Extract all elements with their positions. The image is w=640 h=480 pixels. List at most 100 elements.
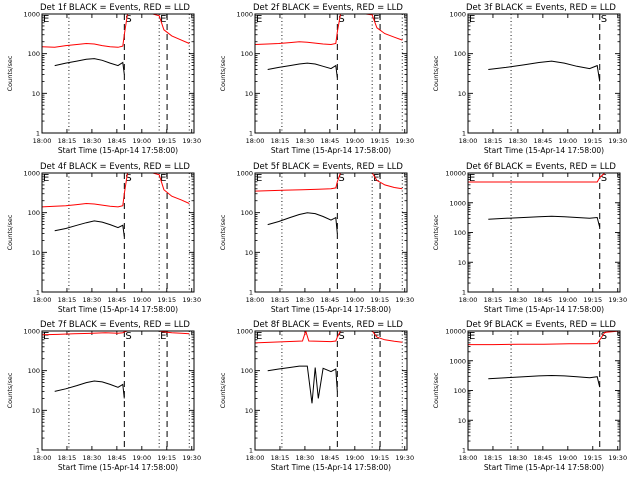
x-tick-label: 18:30	[509, 454, 528, 462]
y-tick-label: 1000	[449, 199, 466, 207]
y-tick-label: 1000	[449, 357, 466, 365]
chart-panel: Det 3f BLACK = Events, RED = LLD Counts/s…	[432, 3, 627, 155]
x-tick-label: 19:15	[583, 454, 602, 462]
y-tick-label: 10	[245, 407, 253, 415]
plot-frame	[467, 172, 621, 293]
x-tick-label: 18:45	[533, 454, 552, 462]
x-tick-label: 18:00	[33, 137, 52, 145]
x-axis-label: Start Time (15-Apr-14 17:58:00)	[58, 463, 178, 472]
x-tick-label: 19:00	[345, 454, 364, 462]
y-tick-label: 1	[36, 130, 40, 138]
event-marker-label: S	[125, 173, 131, 184]
events-series-line	[54, 220, 125, 237]
plot-frame	[467, 13, 621, 134]
event-marker-label: E	[373, 173, 379, 184]
event-marker-label: E	[469, 331, 475, 342]
x-tick-label: 18:30	[83, 296, 102, 304]
y-tick-label: 1	[36, 447, 40, 455]
event-marker-label: E	[373, 14, 379, 25]
y-tick-label: 10	[32, 249, 40, 257]
x-tick-label: 18:45	[533, 137, 552, 145]
lld-series-line	[42, 173, 190, 208]
chart-panel: Det 2f BLACK = Events, RED = LLD Counts/s…	[219, 3, 414, 155]
x-tick-label: 19:30	[182, 137, 201, 145]
x-tick-label: 18:00	[246, 137, 265, 145]
x-tick-label: 19:30	[395, 454, 414, 462]
y-tick-label: 10000	[445, 170, 466, 178]
event-marker-label: E	[256, 173, 262, 184]
x-tick-label: 18:00	[459, 454, 478, 462]
x-tick-label: 19:00	[132, 296, 151, 304]
chart-panel: Det 5f BLACK = Events, RED = LLD Counts/s…	[219, 162, 414, 314]
y-tick-label: 1	[36, 289, 40, 297]
x-tick-label: 18:15	[58, 296, 77, 304]
x-tick-label: 18:15	[484, 296, 503, 304]
lld-series-line	[255, 331, 403, 344]
y-tick-label: 100	[454, 229, 466, 237]
y-tick-label: 1	[462, 130, 466, 138]
chart-title: Det 3f BLACK = Events, RED = LLD	[466, 3, 616, 13]
x-tick-label: 18:45	[107, 137, 126, 145]
x-tick-label: 18:15	[58, 454, 77, 462]
y-tick-label: 10	[458, 90, 466, 98]
x-tick-label: 18:00	[33, 454, 52, 462]
y-tick-label: 1	[249, 130, 253, 138]
x-tick-label: 19:00	[345, 137, 364, 145]
y-tick-label: 10	[32, 90, 40, 98]
x-tick-label: 18:45	[320, 137, 339, 145]
x-tick-label: 19:00	[132, 137, 151, 145]
event-marker-label: E	[43, 14, 49, 25]
event-marker-label: E	[160, 331, 166, 342]
chart-panel: Det 7f BLACK = Events, RED = LLD Counts/s…	[6, 320, 201, 472]
chart-panel: Det 6f BLACK = Events, RED = LLD Counts/s…	[432, 162, 627, 314]
x-tick-label: 18:30	[296, 454, 315, 462]
plot-frame	[254, 330, 408, 451]
x-axis-label: Start Time (15-Apr-14 17:58:00)	[58, 146, 178, 155]
y-tick-label: 1000	[236, 11, 253, 19]
x-axis-label: Start Time (15-Apr-14 17:58:00)	[271, 463, 391, 472]
y-tick-label: 100	[28, 50, 40, 58]
chart-panel: Det 4f BLACK = Events, RED = LLD Counts/s…	[6, 162, 201, 314]
chart-title: Det 7f BLACK = Events, RED = LLD	[40, 320, 190, 330]
x-tick-label: 19:30	[182, 454, 201, 462]
chart-title: Det 5f BLACK = Events, RED = LLD	[253, 162, 403, 172]
x-tick-label: 18:00	[246, 296, 265, 304]
x-axis-label: Start Time (15-Apr-14 17:58:00)	[271, 146, 391, 155]
x-tick-label: 18:15	[484, 137, 503, 145]
x-tick-label: 18:00	[33, 296, 52, 304]
events-series-line	[267, 62, 338, 78]
y-tick-label: 1000	[236, 170, 253, 178]
y-tick-label: 1000	[236, 328, 253, 336]
x-tick-label: 18:30	[296, 137, 315, 145]
lld-series-line	[468, 331, 620, 346]
x-tick-label: 19:15	[583, 296, 602, 304]
x-tick-label: 18:15	[484, 454, 503, 462]
x-tick-label: 18:15	[271, 454, 290, 462]
y-tick-label: 1000	[23, 11, 40, 19]
plot-frame	[254, 172, 408, 293]
chart-panel: Det 9f BLACK = Events, RED = LLD Counts/s…	[432, 320, 627, 472]
plot-frame	[41, 330, 195, 451]
chart-title: Det 8f BLACK = Events, RED = LLD	[253, 320, 403, 330]
y-tick-label: 10	[245, 90, 253, 98]
lld-series-line	[255, 14, 403, 46]
chart-panel: Det 8f BLACK = Events, RED = LLD Counts/s…	[219, 320, 414, 472]
plot-frame	[254, 13, 408, 134]
y-tick-label: 100	[454, 50, 466, 58]
y-tick-label: 1	[249, 447, 253, 455]
event-marker-label: S	[601, 331, 607, 342]
y-tick-label: 1000	[449, 11, 466, 19]
y-tick-label: 1	[249, 289, 253, 297]
x-tick-label: 18:15	[271, 137, 290, 145]
x-tick-label: 19:00	[558, 296, 577, 304]
event-marker-label: E	[160, 14, 166, 25]
x-tick-label: 19:30	[608, 296, 627, 304]
events-series-line	[267, 365, 338, 404]
x-tick-label: 19:30	[182, 296, 201, 304]
x-tick-label: 19:15	[157, 137, 176, 145]
plot-frame	[41, 172, 195, 293]
event-marker-label: S	[601, 173, 607, 184]
plot-frame	[467, 330, 621, 451]
x-tick-label: 18:00	[246, 454, 265, 462]
